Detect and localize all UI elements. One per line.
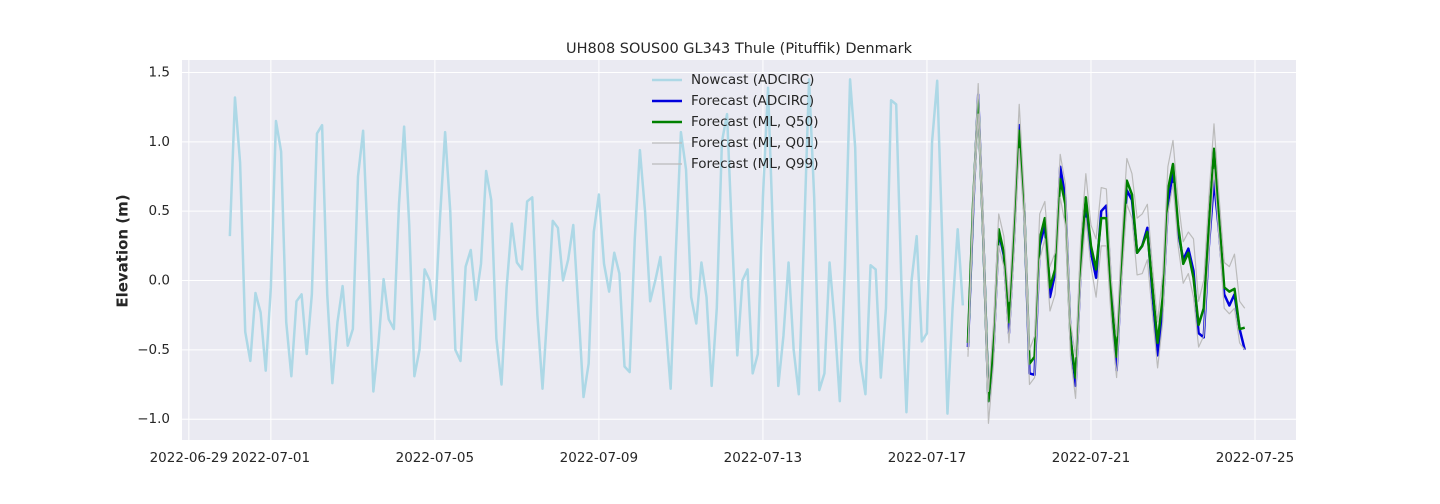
y-tick-label: 0.5 (149, 203, 170, 219)
y-tick-label: 1.5 (149, 64, 170, 80)
x-tick-label: 2022-07-05 (396, 450, 474, 466)
legend-label: Forecast (ADCIRC) (691, 93, 814, 109)
x-tick-label: 2022-07-21 (1052, 450, 1130, 466)
x-tick-label: 2022-07-13 (724, 450, 802, 466)
legend-label: Forecast (ML, Q50) (691, 114, 819, 130)
x-tick-label: 2022-07-25 (1216, 450, 1294, 466)
y-tick-label: 1.0 (149, 134, 170, 150)
x-tick-label: 2022-06-29 (150, 450, 228, 466)
lines (228, 78, 1246, 424)
chart-title: UH808 SOUS00 GL343 Thule (Pituffik) Denm… (566, 41, 913, 57)
x-tick-label: 2022-07-09 (560, 450, 638, 466)
legend-label: Nowcast (ADCIRC) (691, 72, 814, 88)
series-line (967, 113, 1246, 424)
grid (182, 60, 1296, 440)
legend-label: Forecast (ML, Q01) (691, 135, 819, 151)
y-tick-label: −1.0 (137, 411, 170, 427)
series-line (966, 98, 1246, 403)
x-tick-label: 2022-07-01 (232, 450, 310, 466)
legend-label: Forecast (ML, Q99) (691, 156, 819, 172)
series-line (228, 78, 965, 415)
legend: Nowcast (ADCIRC) Forecast (ADCIRC) Forecas… (652, 72, 819, 172)
y-axis-label: Elevation (m) (114, 194, 132, 307)
x-tick-label: 2022-07-17 (888, 450, 966, 466)
y-tick-label: 0.0 (149, 273, 170, 289)
series-line (967, 82, 1246, 393)
y-tick-label: −0.5 (137, 342, 170, 358)
